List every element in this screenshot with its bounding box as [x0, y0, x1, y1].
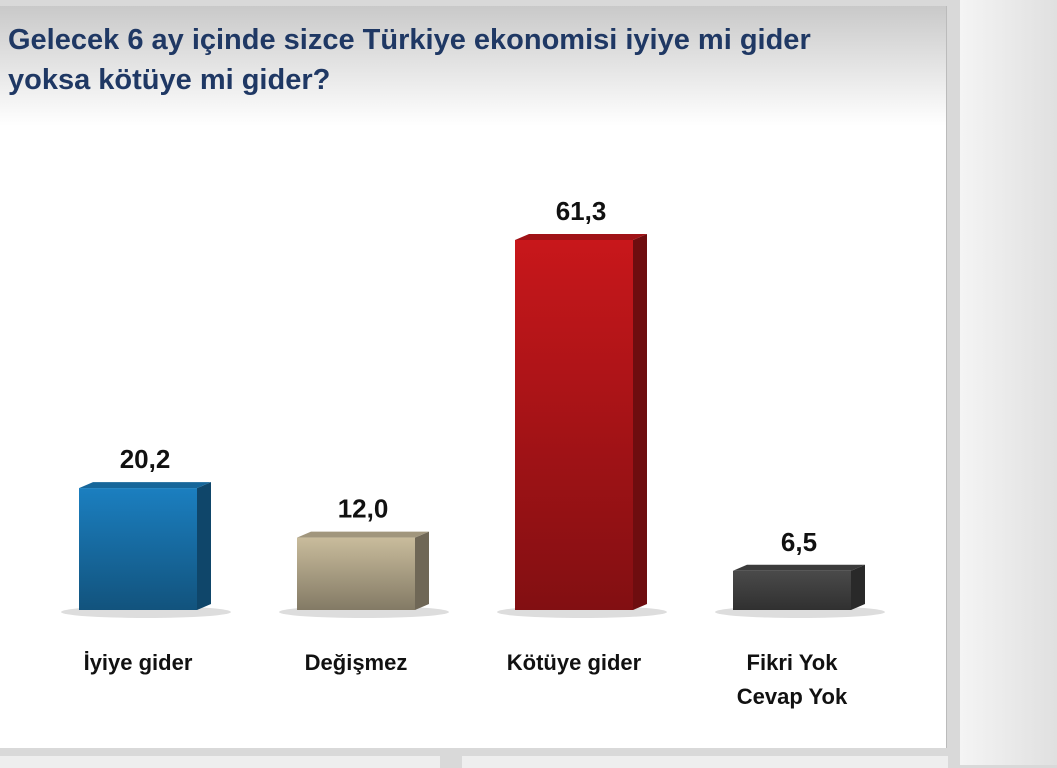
value-label: 12,0 [338, 494, 389, 524]
bar-side [633, 234, 647, 610]
bar [79, 488, 197, 610]
bar-side [197, 482, 211, 610]
bar-top [79, 482, 211, 489]
bar-top [733, 564, 865, 571]
category-label: Değişmez [304, 650, 408, 675]
title-bar [0, 6, 946, 126]
panel: Gelecek 6 ay içinde sizce Türkiye ekonom… [0, 6, 947, 748]
bar-side [851, 564, 865, 610]
value-label: 61,3 [556, 196, 607, 226]
bar-top [515, 234, 647, 240]
category-label: İyiye gider [83, 650, 193, 675]
chart-title: Gelecek 6 ay içinde sizce Türkiye ekonom… [8, 24, 811, 96]
value-label: 6,5 [781, 527, 817, 557]
bar [515, 240, 633, 610]
bar-top [297, 531, 429, 538]
category-label: Kötüye gider [506, 650, 642, 675]
category-label: Fikri Yok Cevap Yok [736, 650, 848, 709]
value-label: 20,2 [120, 444, 171, 474]
bar-side [415, 531, 429, 610]
bar [297, 537, 415, 610]
side-strip [960, 0, 1057, 765]
bar [733, 570, 851, 610]
